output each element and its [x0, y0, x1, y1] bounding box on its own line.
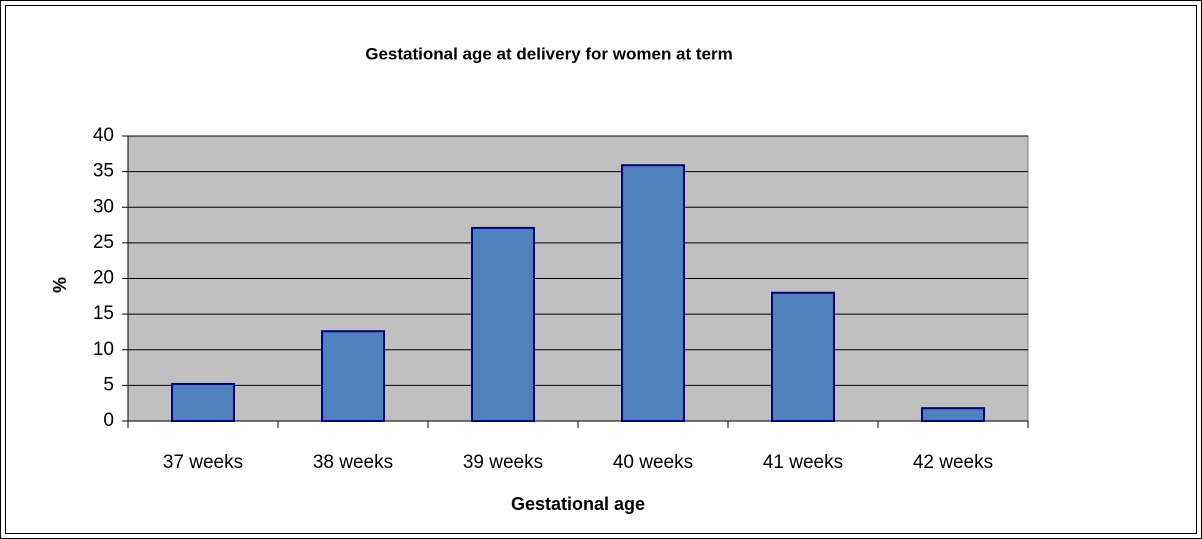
x-tick-label: 37 weeks — [163, 452, 243, 473]
bar — [921, 407, 985, 422]
x-tick-label: 40 weeks — [613, 452, 693, 473]
bar — [171, 382, 235, 423]
y-tick-label: 35 — [93, 161, 114, 182]
bar — [771, 291, 835, 422]
y-tick-label: 10 — [93, 339, 114, 360]
x-tick-label: 38 weeks — [313, 452, 393, 473]
y-tick-label: 0 — [103, 410, 114, 431]
y-tick-label: 30 — [93, 196, 114, 217]
y-tick-label: 40 — [93, 125, 114, 146]
bar — [621, 164, 685, 422]
y-tick-label: 15 — [93, 303, 114, 324]
inner-frame — [5, 5, 1197, 534]
chart-title: Gestational age at delivery for women at… — [365, 44, 733, 63]
bar — [321, 330, 385, 423]
x-tick-label: 39 weeks — [463, 452, 543, 473]
x-tick-label: 41 weeks — [763, 452, 843, 473]
bar — [471, 226, 535, 422]
x-axis-title: Gestational age — [511, 494, 645, 514]
y-tick-label: 20 — [93, 268, 114, 289]
y-axis-title: % — [50, 277, 70, 293]
y-tick-label: 5 — [103, 374, 114, 395]
x-tick-label: 42 weeks — [913, 452, 993, 473]
y-tick-label: 25 — [93, 232, 114, 253]
